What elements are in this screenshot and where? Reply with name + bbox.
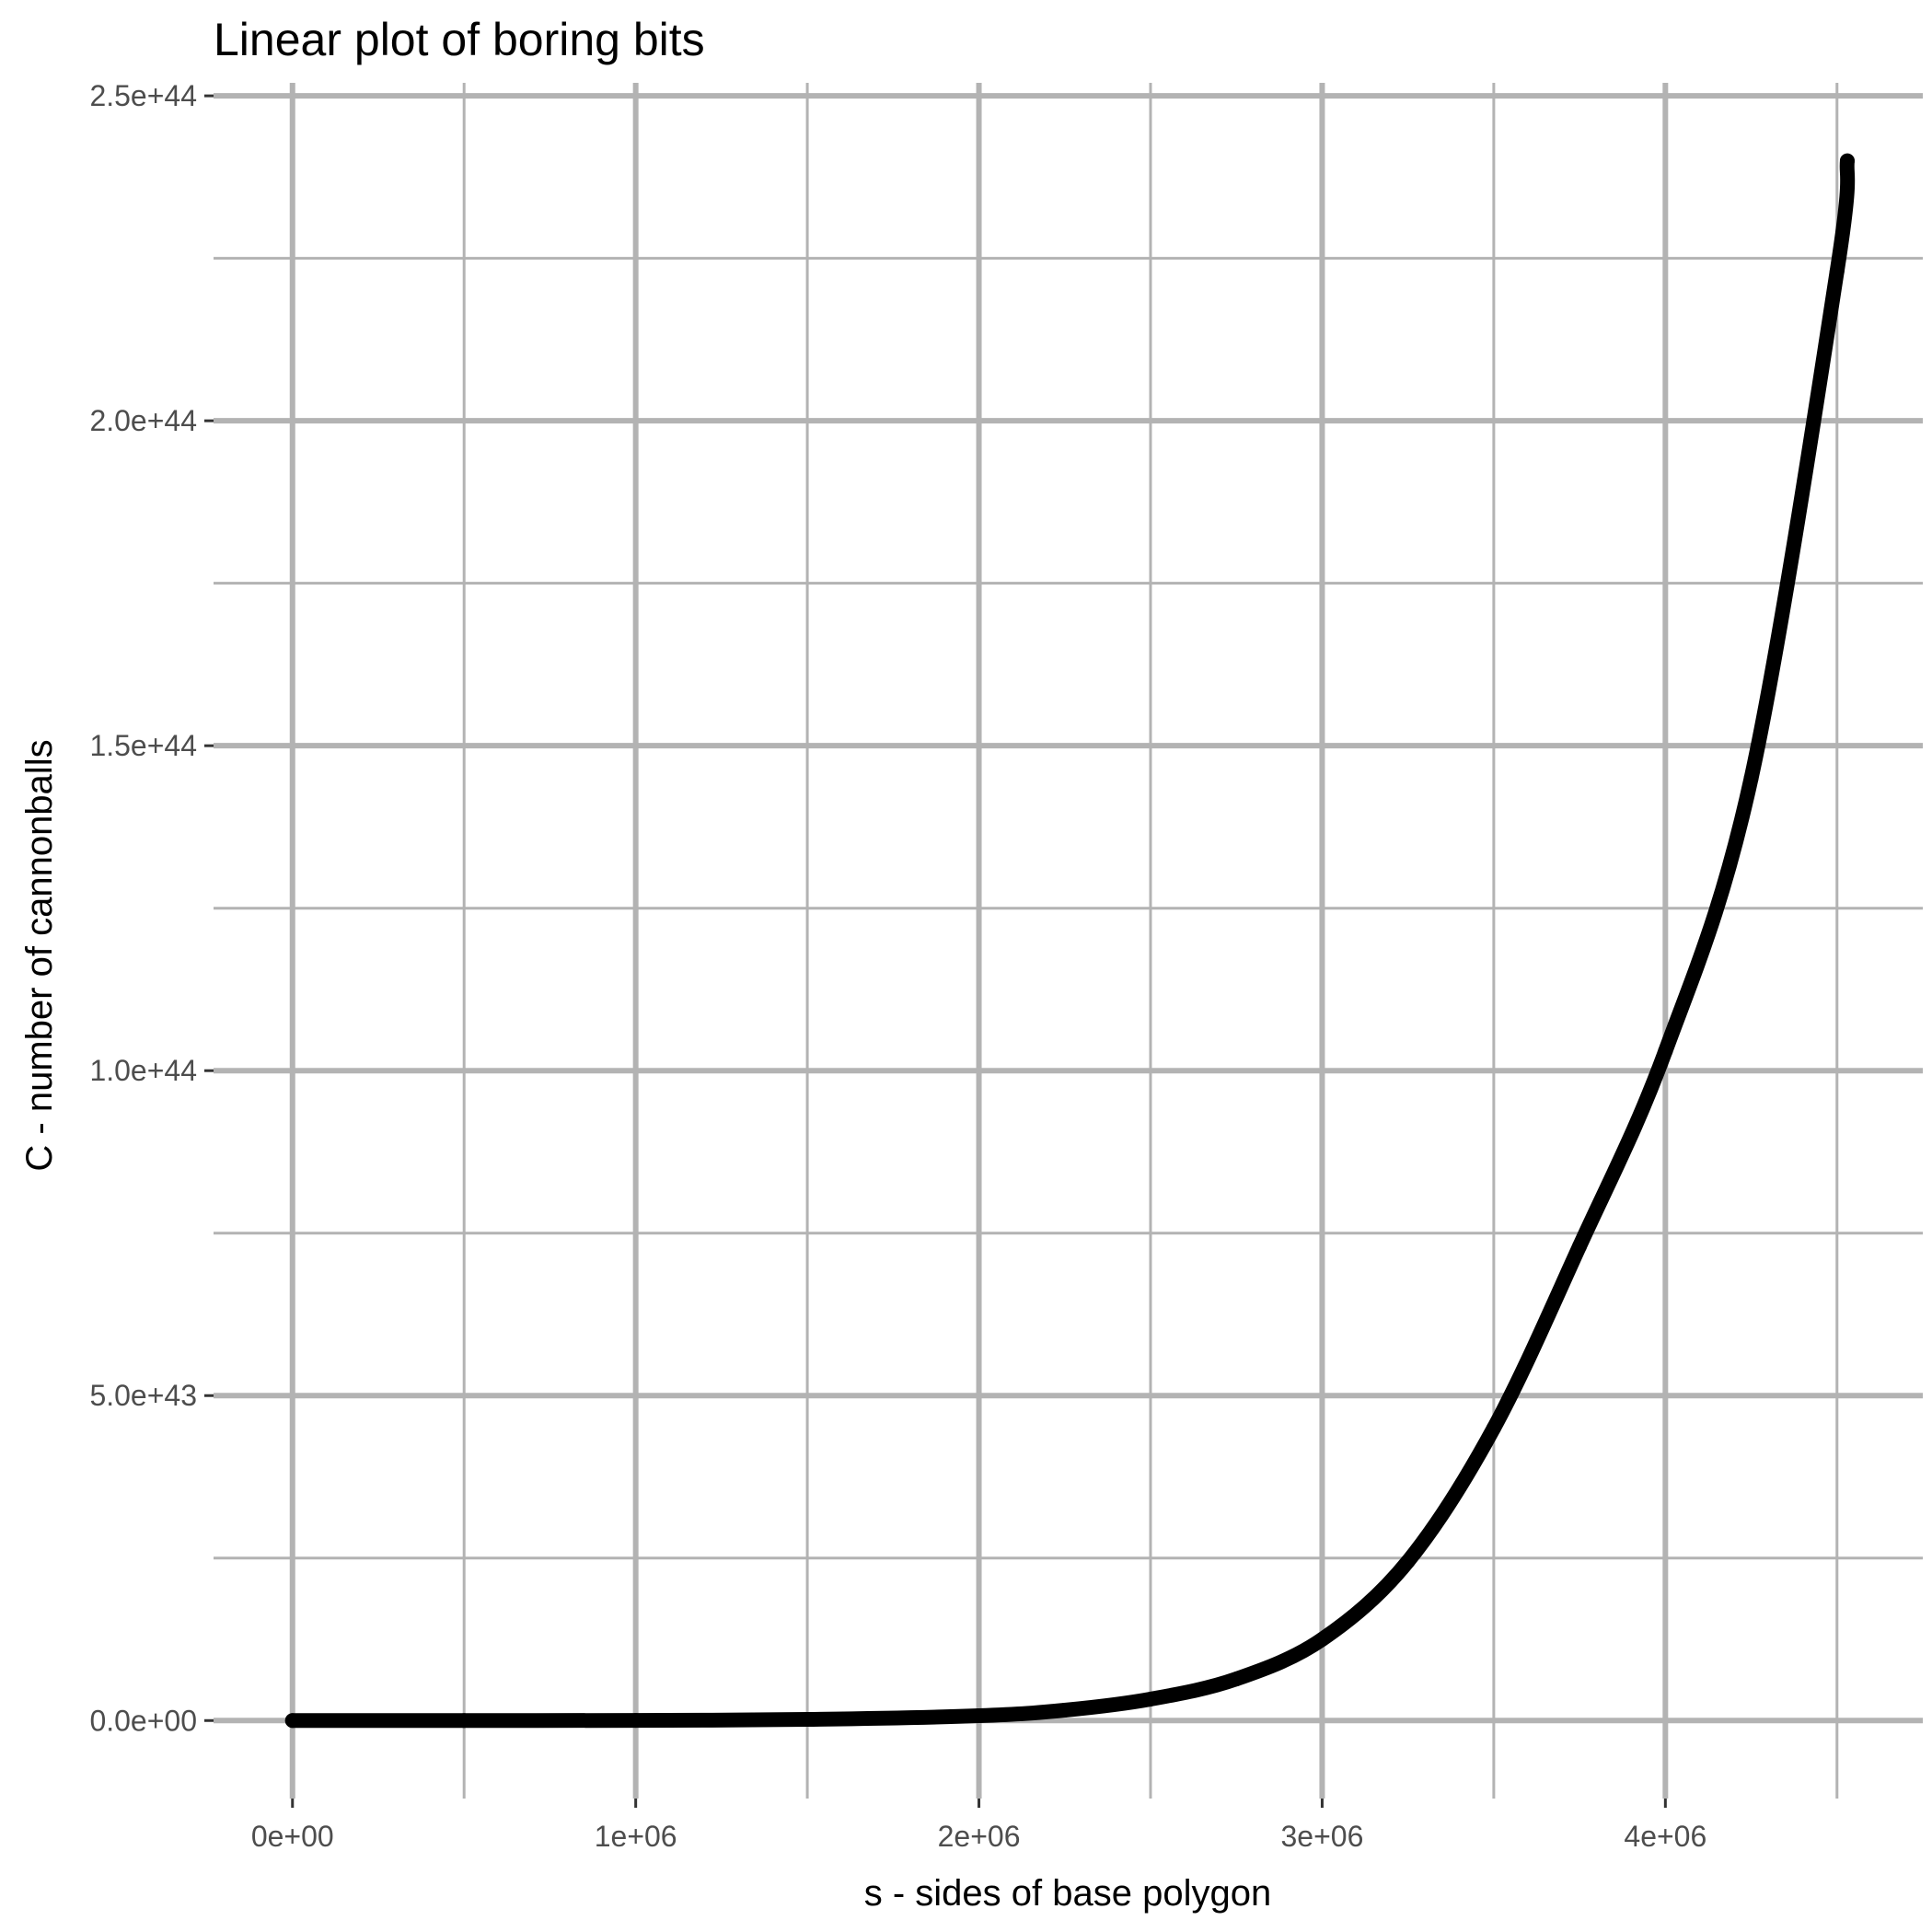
y-tick-label-3: 1.5e+44 (89, 729, 197, 762)
data-point-0-1 (457, 1713, 472, 1729)
x-tick-label-0: 0e+00 (251, 1820, 334, 1853)
data-point-0-5 (1057, 1702, 1072, 1718)
x-tick-label-2: 2e+06 (938, 1820, 1021, 1853)
data-point-0-10 (1486, 1420, 1501, 1436)
x-tick-label-4: 4e+06 (1624, 1820, 1706, 1853)
data-point-0-13 (1743, 770, 1759, 786)
data-point-0-0 (284, 1713, 300, 1729)
axis-ticks: 0e+00 1e+06 2e+06 3e+06 4e+06 0.0e+00 5.0e+43 1… (89, 79, 1706, 1853)
y-axis-title: C - number of cannonballs (19, 739, 60, 1171)
x-tick-label-3: 3e+06 (1281, 1820, 1364, 1853)
series-line-0 (284, 153, 1856, 1729)
x-tick-label-1: 1e+06 (595, 1820, 677, 1853)
chart-title: Linear plot of boring bits (214, 14, 705, 65)
y-tick-label-1: 5.0e+43 (89, 1379, 197, 1412)
y-tick-label-2: 1.0e+44 (89, 1054, 197, 1087)
data-point-0-9 (1400, 1554, 1416, 1569)
y-tick-label-4: 2.0e+44 (89, 404, 197, 437)
y-tick-label-5: 2.5e+44 (89, 79, 197, 112)
data-point-0-2 (628, 1713, 643, 1729)
series-layer (284, 153, 1856, 1729)
data-point-0-12 (1658, 1044, 1673, 1059)
y-tick-label-0: 0.0e+00 (89, 1704, 197, 1737)
x-axis-title: s - sides of base polygon (864, 1873, 1271, 1914)
data-point-0-11 (1572, 1238, 1588, 1254)
data-point-0-4 (971, 1708, 987, 1724)
data-point-0-14 (1829, 263, 1845, 279)
data-point-0-3 (800, 1712, 816, 1728)
data-point-0-15 (1839, 153, 1855, 168)
data-point-0-6 (1142, 1691, 1158, 1706)
grid (214, 83, 1923, 1799)
data-point-0-7 (1229, 1672, 1244, 1687)
data-point-0-8 (1314, 1632, 1330, 1648)
